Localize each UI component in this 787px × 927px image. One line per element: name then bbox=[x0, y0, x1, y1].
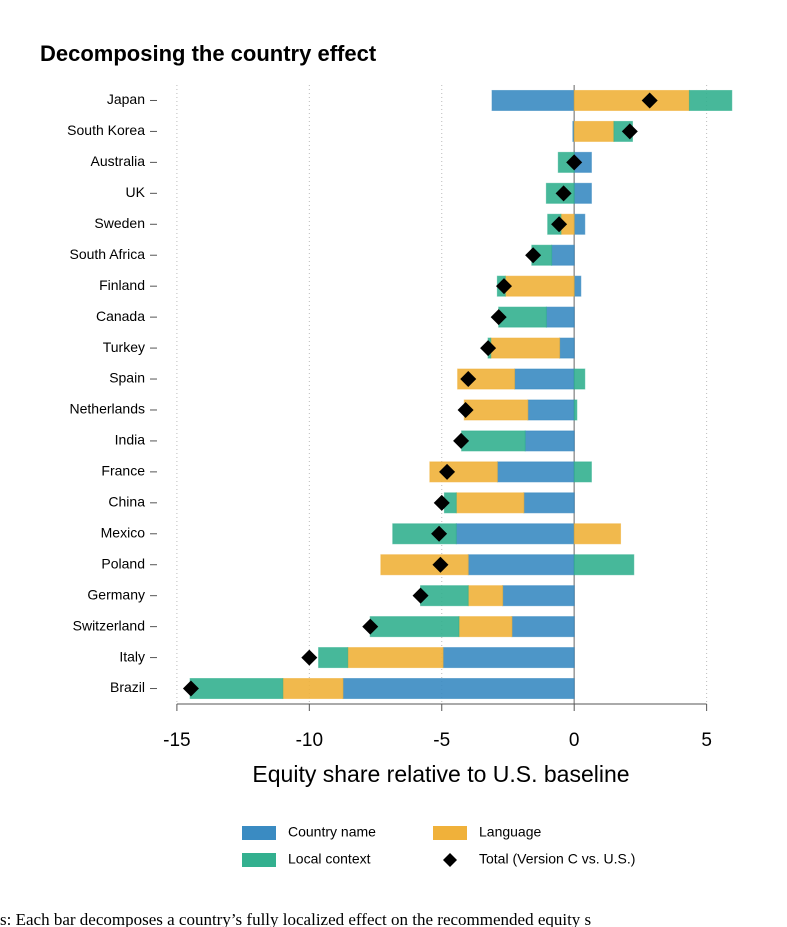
bar-segment bbox=[573, 461, 592, 483]
y-tick-label: Brazil bbox=[110, 679, 145, 695]
bar-segment bbox=[504, 275, 575, 297]
bar-segment bbox=[511, 616, 575, 638]
bar-segment bbox=[527, 399, 575, 421]
bar-segment bbox=[573, 182, 592, 204]
bar-segment bbox=[455, 523, 575, 545]
x-tick-label: -5 bbox=[433, 730, 450, 751]
bar-segment bbox=[514, 368, 575, 390]
total-marker bbox=[566, 154, 583, 171]
bar-segment bbox=[523, 492, 575, 514]
y-tick-label: India bbox=[115, 432, 146, 448]
x-tick-label: -10 bbox=[296, 730, 323, 751]
chart-title: Decomposing the country effect bbox=[40, 41, 377, 66]
bar-segment bbox=[347, 647, 444, 669]
bar-segment bbox=[442, 647, 575, 669]
bar-segment bbox=[369, 616, 460, 638]
y-tick-label: Spain bbox=[109, 370, 145, 386]
bar-segment bbox=[467, 554, 575, 576]
y-tick-label: Canada bbox=[96, 308, 145, 324]
y-tick-label: Italy bbox=[119, 648, 145, 664]
total-marker bbox=[412, 587, 429, 604]
x-tick-label: 5 bbox=[701, 730, 712, 751]
y-tick-label: Switzerland bbox=[73, 617, 145, 633]
total-marker bbox=[621, 123, 638, 140]
total-marker bbox=[460, 371, 477, 388]
bar-segment bbox=[461, 430, 526, 452]
legend-swatch bbox=[242, 853, 276, 867]
bar-segment bbox=[573, 523, 622, 545]
total-marker bbox=[182, 680, 199, 697]
y-tick-label: Turkey bbox=[103, 339, 145, 355]
y-tick-label: Germany bbox=[87, 586, 145, 602]
total-marker bbox=[431, 525, 448, 542]
y-tick-label: Sweden bbox=[94, 215, 145, 231]
bar-segment bbox=[573, 275, 582, 297]
y-tick-label: Japan bbox=[107, 91, 145, 107]
legend-label: Local context bbox=[288, 851, 371, 867]
bar-segment bbox=[559, 337, 575, 359]
bar-segment bbox=[282, 678, 344, 700]
bar-segment bbox=[551, 244, 575, 266]
x-axis-title: Equity share relative to U.S. baseline bbox=[252, 761, 629, 787]
legend-swatch bbox=[242, 826, 276, 840]
bar-segment bbox=[467, 585, 504, 607]
total-marker bbox=[453, 432, 470, 449]
legend-label: Country name bbox=[288, 824, 376, 840]
bar-segment bbox=[688, 89, 733, 111]
bar-segment bbox=[573, 120, 615, 142]
total-marker bbox=[457, 401, 474, 418]
bar-segment bbox=[457, 368, 516, 390]
bar-segment bbox=[458, 616, 513, 638]
bar-segment bbox=[380, 554, 469, 576]
legend-label: Language bbox=[479, 824, 542, 840]
bar-segment bbox=[342, 678, 575, 700]
total-marker bbox=[432, 556, 449, 573]
y-tick-label: Mexico bbox=[101, 524, 146, 540]
bar-segment bbox=[573, 368, 586, 390]
y-tick-label: Netherlands bbox=[70, 401, 146, 417]
total-marker bbox=[490, 309, 507, 326]
bar-segment bbox=[318, 647, 349, 669]
bar-segment bbox=[491, 89, 575, 111]
total-marker bbox=[480, 340, 497, 357]
y-tick-label: UK bbox=[126, 184, 146, 200]
x-tick-label: -15 bbox=[163, 730, 190, 751]
bar-segment bbox=[545, 306, 575, 328]
total-marker bbox=[641, 92, 658, 109]
y-tick-label: Australia bbox=[91, 153, 146, 169]
y-tick-label: South Korea bbox=[67, 122, 145, 138]
bar-segment bbox=[496, 461, 575, 483]
y-tick-label: France bbox=[101, 463, 145, 479]
bar-segment bbox=[455, 492, 525, 514]
bar-segment bbox=[490, 337, 561, 359]
y-tick-label: Finland bbox=[99, 277, 145, 293]
total-marker bbox=[301, 649, 318, 666]
total-marker bbox=[525, 247, 542, 264]
total-marker bbox=[496, 278, 512, 295]
total-marker bbox=[551, 216, 568, 233]
bar-segment bbox=[573, 399, 578, 421]
y-tick-label: China bbox=[108, 494, 145, 510]
bar-segment bbox=[573, 213, 586, 235]
y-tick-label: South Africa bbox=[70, 246, 146, 262]
bar-segment bbox=[189, 678, 284, 700]
total-marker bbox=[362, 618, 379, 635]
bar-segment bbox=[573, 554, 635, 576]
bar-segment bbox=[573, 89, 690, 111]
total-marker bbox=[439, 463, 456, 480]
total-marker bbox=[433, 494, 450, 511]
x-tick-label: 0 bbox=[569, 730, 580, 751]
bar-segment bbox=[524, 430, 575, 452]
legend-marker bbox=[443, 853, 457, 867]
bar-segment bbox=[502, 585, 575, 607]
legend-swatch bbox=[433, 826, 467, 840]
caption: s: Each bar decomposes a country’s fully… bbox=[0, 910, 591, 927]
bar-segment bbox=[463, 399, 529, 421]
total-marker bbox=[555, 185, 572, 202]
legend-label: Total (Version C vs. U.S.) bbox=[479, 851, 635, 867]
y-tick-label: Poland bbox=[101, 555, 145, 571]
